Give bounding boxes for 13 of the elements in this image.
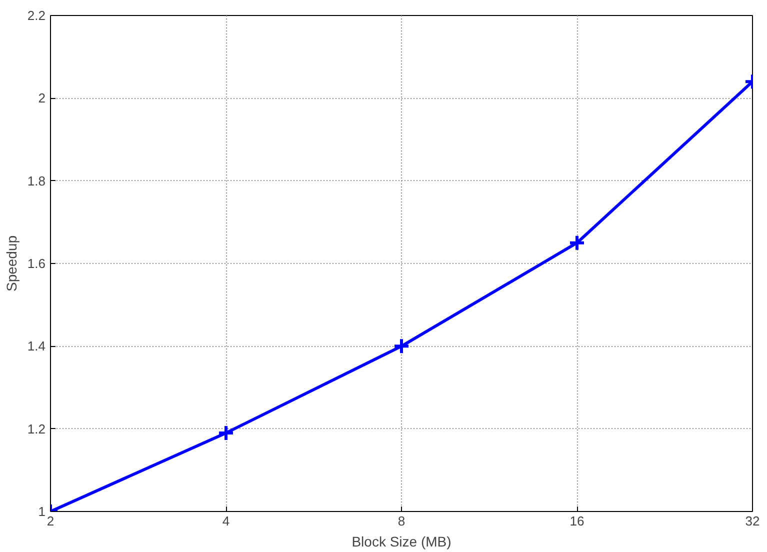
x-tick-label: 32 xyxy=(745,514,760,528)
y-tick-label: 1 xyxy=(38,504,46,519)
x-tick-label: 8 xyxy=(398,514,406,528)
x-axis-title: Block Size (MB) xyxy=(352,534,452,550)
x-tick-label: 16 xyxy=(570,514,584,528)
y-tick-label: 1.6 xyxy=(27,256,46,271)
y-axis-title: Speedup xyxy=(3,235,20,292)
y-tick-label: 2.2 xyxy=(27,8,46,23)
y-tick-label: 2 xyxy=(38,90,46,106)
y-tick-label: 1.2 xyxy=(27,421,46,436)
y-tick-label: 1.8 xyxy=(27,173,46,188)
y-tick-label: 1.4 xyxy=(27,338,46,354)
x-tick-label: 4 xyxy=(222,514,230,528)
